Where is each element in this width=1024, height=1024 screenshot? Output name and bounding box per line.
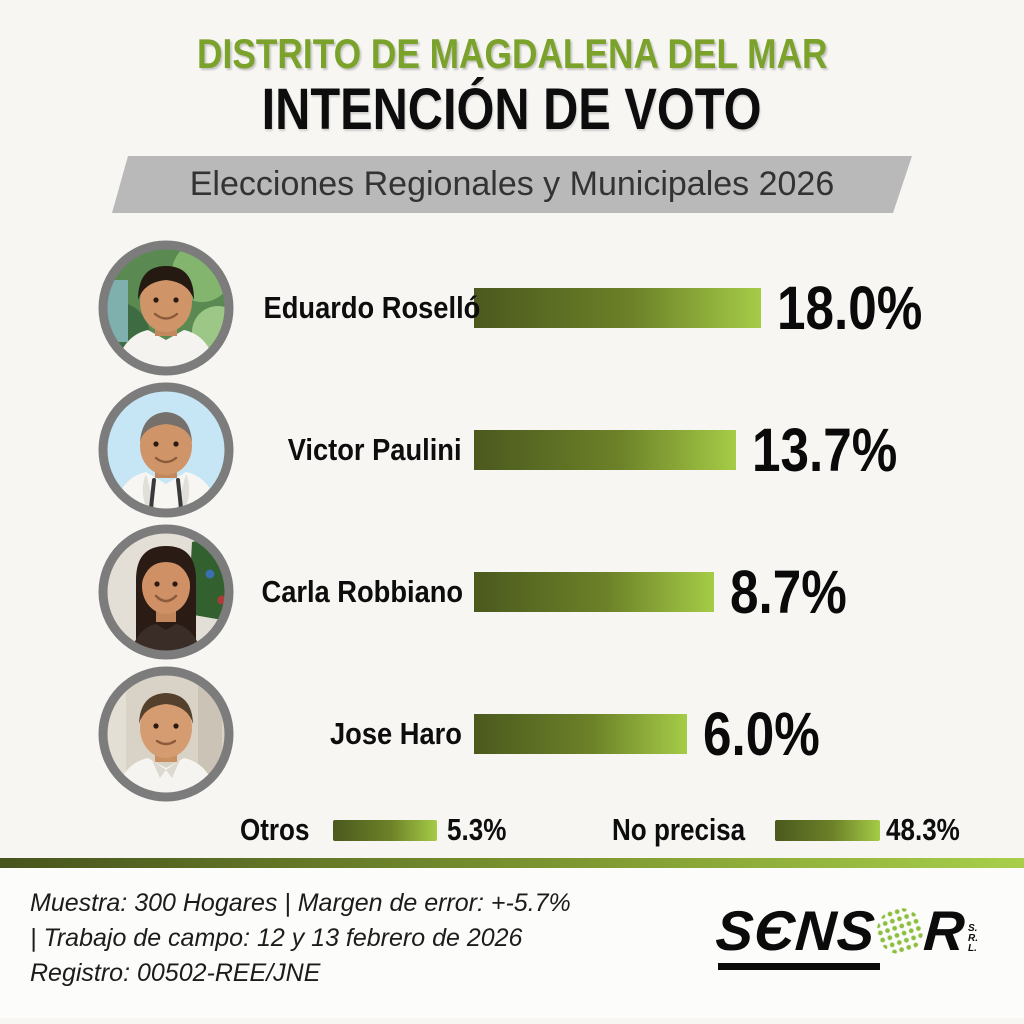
candidate-list: Eduardo Roselló 18.0% — [0, 237, 1024, 805]
district-title-wrap: DISTRITO DE MAGDALENA DEL MAR — [0, 0, 1024, 76]
logo-underline — [718, 963, 881, 970]
vote-percentage: 6.0% — [703, 700, 820, 768]
vote-bar — [474, 572, 714, 612]
district-title: DISTRITO DE MAGDALENA DEL MAR — [196, 30, 828, 77]
candidate-name: Carla Robbiano — [261, 574, 464, 609]
candidate-avatar-jose-haro — [98, 666, 234, 802]
logo-suffix-srl: S. R. L. — [968, 924, 978, 954]
candidate-avatar-eduardo-rosello — [98, 240, 234, 376]
candidate-avatar-victor-paulini — [98, 382, 234, 518]
candidate-row-eduardo-rosello: Eduardo Roselló 18.0% — [0, 237, 1024, 379]
no-precisa-bar — [775, 820, 880, 841]
footer-note-line2: | Trabajo de campo: 12 y 13 febrero de 2… — [30, 923, 523, 952]
vote-percentage: 8.7% — [730, 558, 847, 626]
candidate-name: Jose Haro — [330, 716, 462, 751]
candidate-row-carla-robbiano: Carla Robbiano 8.7% — [0, 521, 1024, 663]
others-bar — [333, 820, 437, 841]
page-title: INTENCIÓN DE VOTO — [262, 77, 762, 142]
no-precisa-value: 48.3% — [886, 812, 960, 847]
logo-suffix-s: S. — [968, 923, 978, 934]
methodology-notes: Muestra: 300 Hogares | Margen de error: … — [30, 886, 571, 991]
vote-bar — [474, 288, 761, 328]
vote-percentage: 13.7% — [752, 416, 898, 484]
no-precisa-label: No precisa — [612, 812, 746, 847]
divider-rule — [0, 858, 1024, 868]
footer-note-line1: Muestra: 300 Hogares | Margen de error: … — [30, 888, 571, 917]
vote-percentage: 18.0% — [777, 274, 923, 342]
others-label: Otros — [240, 812, 310, 847]
subtitle-banner-text: Elecciones Regionales y Municipales 2026 — [189, 165, 835, 203]
others-value: 5.3% — [447, 812, 507, 847]
sensor-logo: SЄNS R S. R. L. — [713, 899, 978, 970]
page-title-wrap: INTENCIÓN DE VOTO — [0, 81, 1024, 139]
footer: Muestra: 300 Hogares | Margen de error: … — [0, 868, 1024, 1018]
logo-text-left: SЄNS — [713, 899, 878, 962]
subtitle-banner: Elecciones Regionales y Municipales 2026 — [112, 156, 912, 213]
logo-text-right: R — [921, 899, 968, 962]
candidate-row-victor-paulini: Victor Paulini 13.7% — [0, 379, 1024, 521]
extras-row: Otros 5.3% No precisa 48.3% — [0, 807, 1024, 853]
candidate-avatar-carla-robbiano — [98, 524, 234, 660]
logo-suffix-r: R. — [968, 933, 978, 944]
candidate-name: Victor Paulini — [288, 432, 462, 467]
candidate-row-jose-haro: Jose Haro 6.0% — [0, 663, 1024, 805]
candidate-name: Eduardo Roselló — [263, 290, 481, 325]
logo-suffix-l: L. — [968, 943, 977, 954]
vote-bar — [474, 714, 687, 754]
vote-bar — [474, 430, 736, 470]
logo-globe-icon — [870, 902, 929, 960]
footer-note-line3: Registro: 00502-REE/JNE — [30, 958, 321, 987]
